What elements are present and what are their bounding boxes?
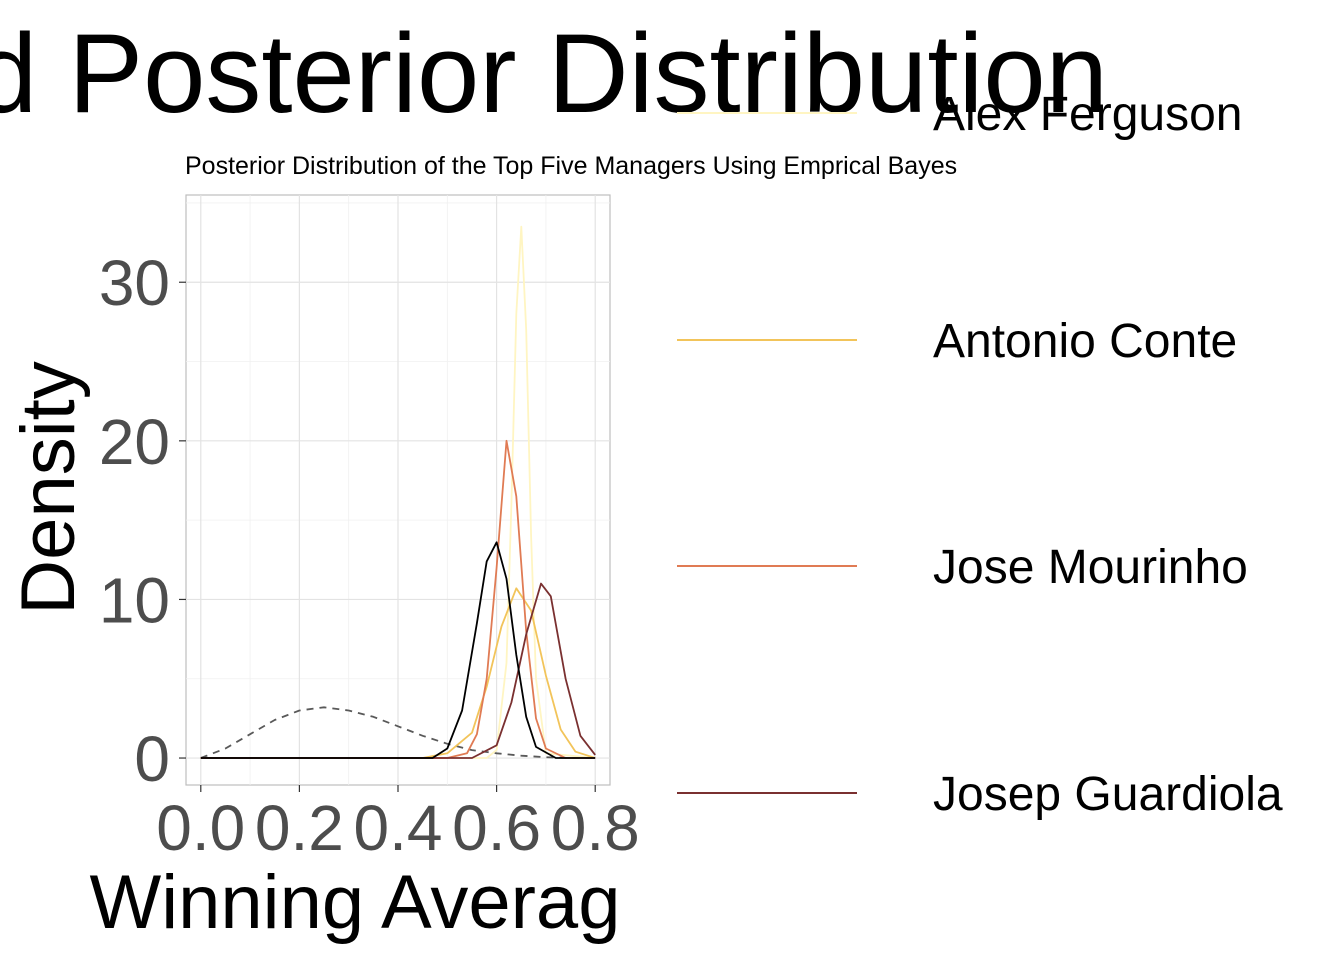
y-axis-ticks: 0 10 20 30 <box>99 247 186 795</box>
plot-panel <box>185 194 611 786</box>
x-axis-label: Winning Averag <box>90 860 621 945</box>
chart-title: d Posterior Distribution <box>0 11 1108 136</box>
y-axis-label: Density <box>6 361 91 614</box>
x-tick-label: 0.6 <box>452 792 541 864</box>
x-tick-label: 0.0 <box>156 792 245 864</box>
legend-label-alex-ferguson: Alex Ferguson <box>933 88 1243 141</box>
x-tick-label: 0.4 <box>354 792 443 864</box>
legend-label-josep-guardiola: Josep Guardiola <box>933 768 1283 821</box>
series-lines <box>200 225 596 759</box>
x-axis-ticks: 0.0 0.2 0.4 0.6 0.8 <box>156 785 640 864</box>
series-line-antonio-conte <box>200 587 596 759</box>
series-line-jose-mourinho <box>200 439 596 759</box>
legend-label-jose-mourinho: Jose Mourinho <box>933 541 1248 594</box>
chart-subtitle: Posterior Distribution of the Top Five M… <box>185 152 957 180</box>
y-tick-label: 30 <box>99 247 170 319</box>
y-tick-label: 0 <box>134 723 170 795</box>
x-tick-label: 0.2 <box>255 792 344 864</box>
major-gridlines <box>186 195 610 785</box>
series-line-unnamed-5 <box>200 541 596 759</box>
legend: Alex Ferguson Antonio Conte Jose Mourinho J… <box>677 88 1283 821</box>
legend-label-antonio-conte: Antonio Conte <box>933 315 1237 368</box>
series-line-josep-guardiola <box>200 582 596 759</box>
series-line-alex-ferguson <box>200 225 596 759</box>
y-tick-label: 20 <box>99 406 170 478</box>
minor-gridlines <box>186 195 610 785</box>
series-line-unnamed-0 <box>200 706 596 759</box>
y-tick-label: 10 <box>99 564 170 636</box>
x-tick-label: 0.8 <box>551 792 640 864</box>
